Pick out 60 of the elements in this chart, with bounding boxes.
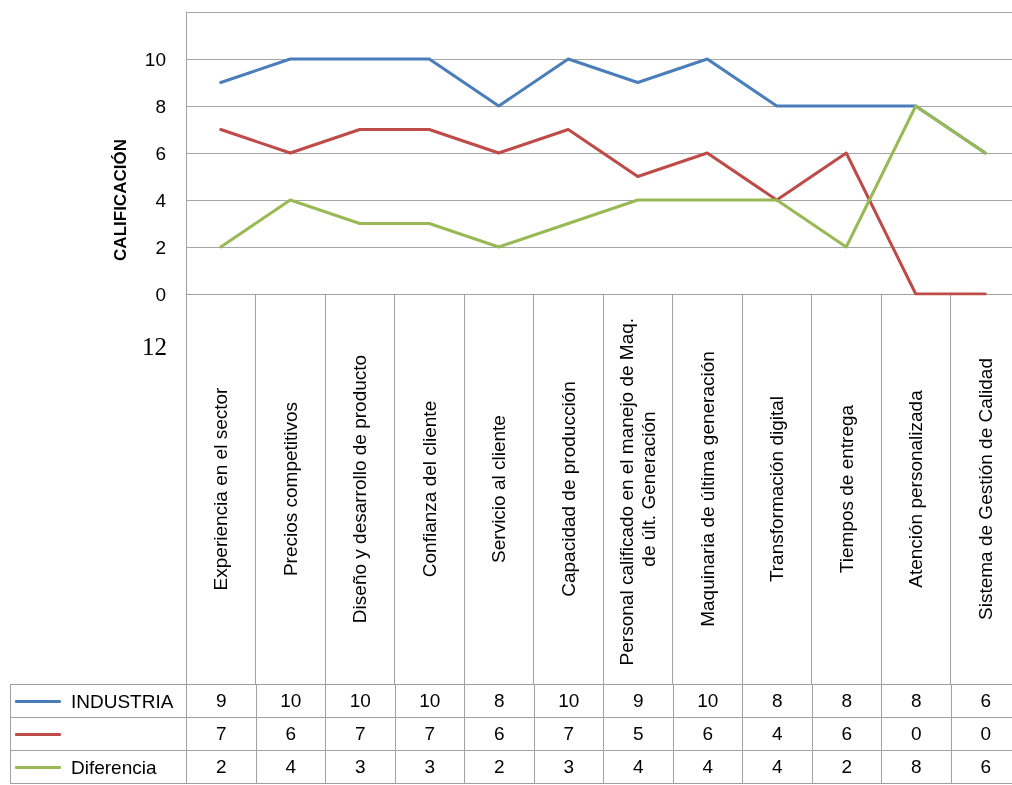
data-label: 7 [534,717,604,751]
data-label: 4 [256,750,326,784]
data-label: 7 [186,717,256,751]
data-label: 0 [951,717,1012,751]
data-label: 10 [325,684,395,718]
data-label: 9 [603,684,673,718]
data-label: 10 [256,684,326,718]
data-label: 2 [186,750,256,784]
x-tick-label: Sistema de Gestión de Calidad [974,358,996,620]
data-label: 3 [395,750,465,784]
data-label: 2 [464,750,534,784]
data-label: 6 [464,717,534,751]
data-label: 6 [256,717,326,751]
data-label: 10 [673,684,743,718]
data-label: 6 [812,717,882,751]
data-label: 4 [742,750,812,784]
y-tick-label: 4 [155,189,167,211]
data-label: 0 [881,717,951,751]
data-label: 6 [673,717,743,751]
x-tick-label: Tiempos de entrega [835,404,857,574]
y-tick-label: 10 [144,48,166,70]
y-axis-title: CALIFICACIÓN [111,139,130,261]
data-label: 8 [812,684,882,718]
x-tick-label: Maquinaria de última generación [696,351,718,627]
y-tick-label: 2 [155,236,166,258]
data-label: 7 [325,717,395,751]
data-label: 5 [603,717,673,751]
y-tick-label: 0 [155,283,166,305]
x-tick-label: Personal calificado en el manejo de Maq. de últ. Generación [616,312,660,666]
y-tick-label: 6 [155,142,166,164]
data-label: 8 [742,684,812,718]
data-label: 4 [673,750,743,784]
data-label: 4 [742,717,812,751]
data-label: 6 [951,684,1012,718]
x-tick-label: Atención personalizada [905,389,927,588]
legend-label: Diferencia [71,756,157,778]
legend-label: INDUSTRIA [71,690,174,712]
x-tick-label: Precios competitivos [279,401,301,577]
data-label: 4 [603,750,673,784]
data-label: 2 [812,750,882,784]
line-series [219,128,987,296]
x-tick-label: Transformación digital [766,395,788,583]
data-label: 9 [186,684,256,718]
x-tick-label: Confianza del cliente [418,400,440,578]
data-label: 10 [534,684,604,718]
line-series [219,104,987,249]
data-label: 7 [395,717,465,751]
data-label: 8 [464,684,534,718]
x-tick-label: Servicio al cliente [488,415,510,563]
x-tick-label: Experiencia en el sector [210,386,232,591]
text: 12 [142,333,167,360]
data-label: 3 [325,750,395,784]
x-tick-label: Capacidad de producción [557,381,579,597]
data-label: 3 [534,750,604,784]
data-label: 8 [881,750,951,784]
data-label: 6 [951,750,1012,784]
data-label: 8 [881,684,951,718]
x-tick-label: Diseño y desarrollo de producto [349,354,371,624]
data-label: 10 [395,684,465,718]
y-tick-label: 8 [155,95,166,117]
